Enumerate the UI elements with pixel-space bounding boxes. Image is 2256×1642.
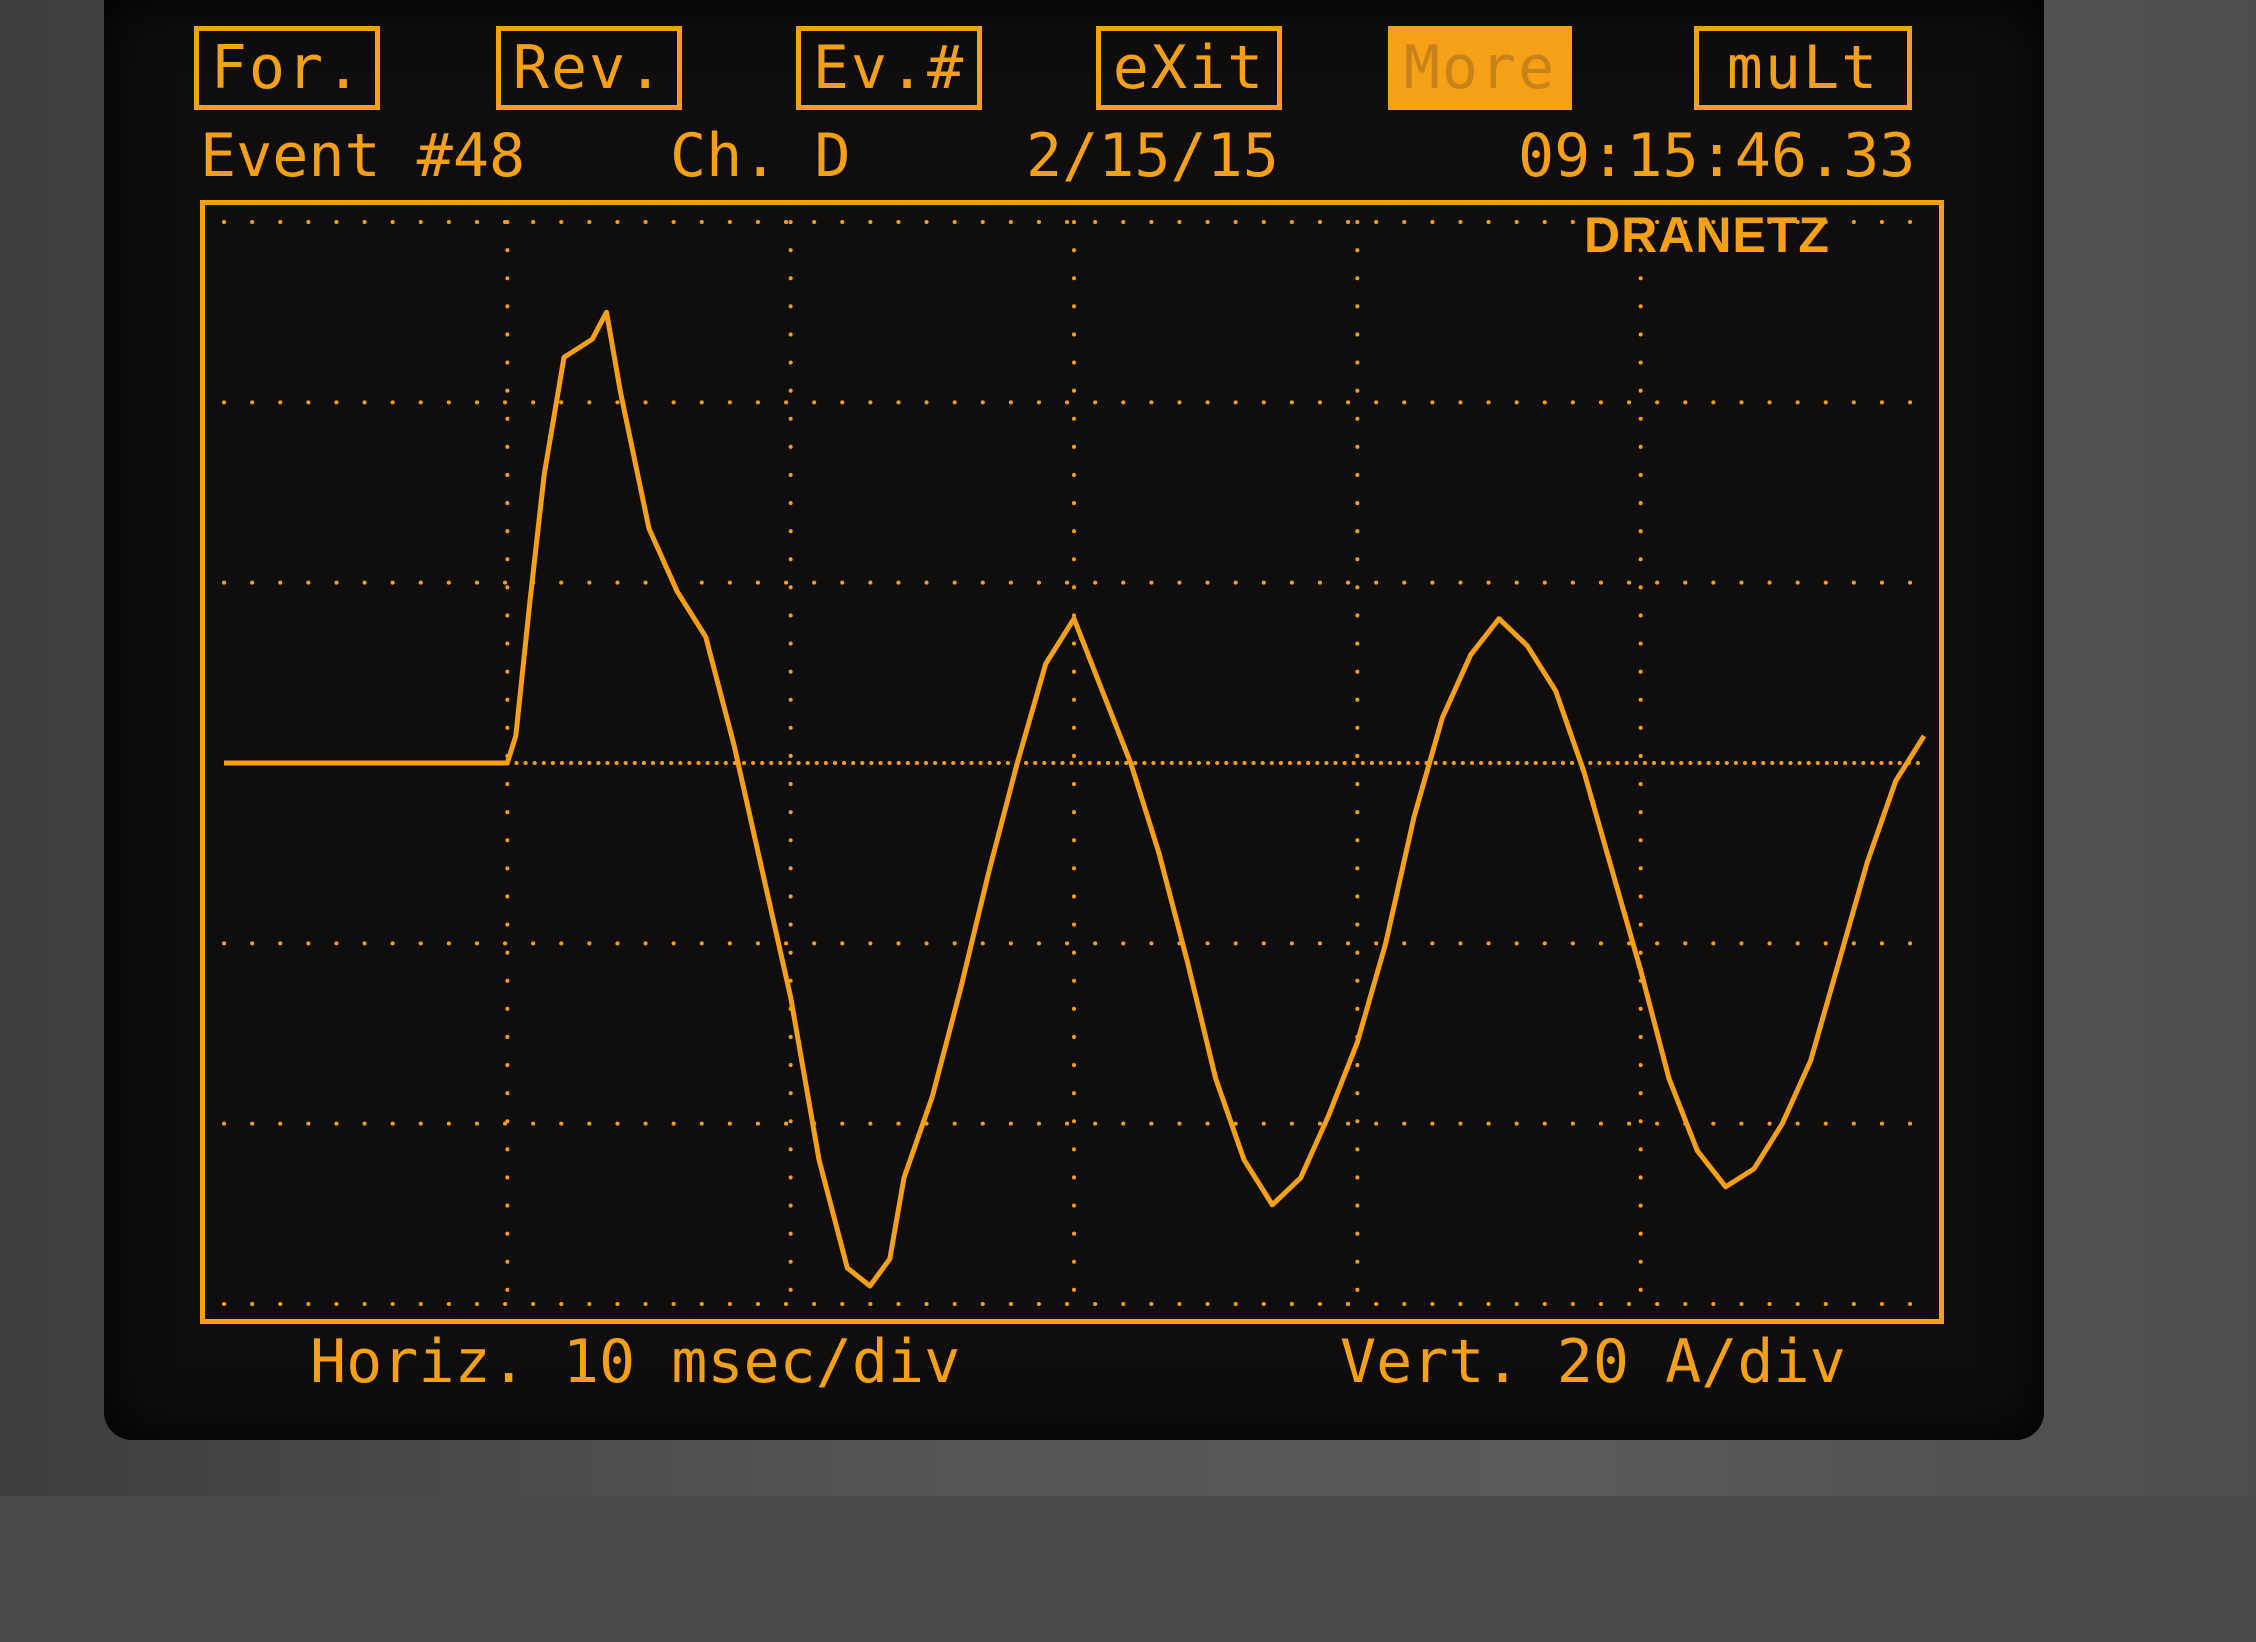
mult-button[interactable]: muLt [1694,26,1912,110]
reverse-button[interactable]: Rev. [496,26,682,110]
event-time: 09:15:46.33 [1518,121,1916,191]
softkey-menu-bar: For. Rev. Ev.# eXit More muLt [194,26,1954,118]
brand-logo: DRANETZ [1584,207,1830,263]
horizontal-scale: Horiz. 10 msec/div [310,1327,961,1397]
exit-button[interactable]: eXit [1096,26,1282,110]
event-date: 2/15/15 [1026,121,1279,191]
event-status-line: Event #48 Ch. D 2/15/15 09:15:46.33 [200,118,1960,194]
waveform-plot-frame [200,200,1944,1324]
display-screen: For. Rev. Ev.# eXit More muLt Event #48 … [104,0,2044,1440]
vertical-scale: Vert. 20 A/div [1340,1327,1846,1397]
forward-button[interactable]: For. [194,26,380,110]
current-waveform-trace [224,309,1927,1289]
more-button[interactable]: More [1388,26,1572,110]
event-number: Event #48 [200,121,526,191]
waveform-plot [222,220,1927,1306]
scale-footer: Horiz. 10 msec/div Vert. 20 A/div [200,1322,1960,1402]
channel-label: Ch. D [670,121,851,191]
event-number-button[interactable]: Ev.# [796,26,982,110]
